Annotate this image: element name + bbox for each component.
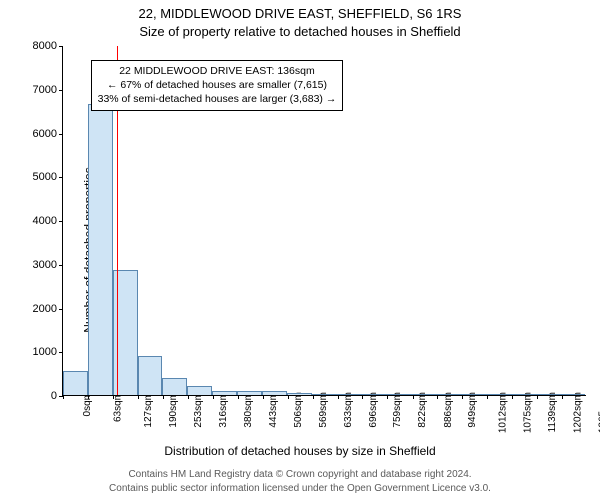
histogram-bar — [436, 394, 461, 395]
footer-line1: Contains HM Land Registry data © Crown c… — [0, 469, 600, 480]
histogram-bar — [187, 386, 212, 395]
x-tick-label: 127sqm — [143, 392, 154, 428]
histogram-bar — [486, 394, 511, 395]
chart-title-line2: Size of property relative to detached ho… — [0, 24, 600, 39]
y-tick-label: 0 — [23, 390, 57, 402]
histogram-chart: 22, MIDDLEWOOD DRIVE EAST, SHEFFIELD, S6… — [0, 0, 600, 500]
x-tick-label: 633sqm — [343, 392, 354, 428]
x-tick-mark — [213, 395, 214, 399]
x-tick-label: 1012sqm — [498, 392, 509, 433]
x-tick-mark — [362, 395, 363, 399]
x-tick-mark — [138, 395, 139, 399]
annotation-box: 22 MIDDLEWOOD DRIVE EAST: 136sqm← 67% of… — [91, 60, 344, 111]
x-tick-label: 190sqm — [168, 392, 179, 428]
x-tick-mark — [288, 395, 289, 399]
plot-area-wrapper: 0100020003000400050006000700080000sqm63s… — [62, 46, 586, 396]
footer-line2: Contains public sector information licen… — [0, 483, 600, 494]
histogram-bar — [88, 104, 113, 395]
x-tick-label: 380sqm — [243, 392, 254, 428]
y-tick-mark — [59, 221, 63, 222]
x-axis-label: Distribution of detached houses by size … — [0, 444, 600, 458]
y-tick-label: 2000 — [23, 303, 57, 315]
histogram-bar — [212, 391, 237, 395]
y-tick-label: 4000 — [23, 215, 57, 227]
x-tick-mark — [238, 395, 239, 399]
x-tick-label: 506sqm — [293, 392, 304, 428]
y-tick-mark — [59, 177, 63, 178]
x-tick-mark — [113, 395, 114, 399]
x-tick-label: 949sqm — [468, 392, 479, 428]
x-tick-label: 696sqm — [368, 392, 379, 428]
histogram-bar — [312, 394, 337, 395]
x-tick-label: 822sqm — [417, 392, 428, 428]
x-tick-label: 1139sqm — [547, 392, 558, 432]
y-tick-mark — [59, 134, 63, 135]
y-tick-label: 3000 — [23, 259, 57, 271]
x-tick-mark — [437, 395, 438, 399]
y-tick-label: 5000 — [23, 171, 57, 183]
x-tick-mark — [263, 395, 264, 399]
annotation-line3: 33% of semi-detached houses are larger (… — [98, 92, 337, 106]
x-tick-mark — [63, 395, 64, 399]
annotation-line2: ← 67% of detached houses are smaller (7,… — [98, 78, 337, 92]
y-tick-label: 1000 — [23, 346, 57, 358]
histogram-bar — [535, 394, 560, 395]
histogram-bar — [386, 394, 411, 395]
x-tick-label: 759sqm — [393, 392, 404, 428]
y-tick-label: 7000 — [23, 84, 57, 96]
histogram-bar — [262, 391, 287, 395]
x-tick-mark — [338, 395, 339, 399]
y-tick-label: 8000 — [23, 40, 57, 52]
y-tick-label: 6000 — [23, 128, 57, 140]
x-tick-mark — [413, 395, 414, 399]
histogram-bar — [461, 394, 486, 395]
y-tick-mark — [59, 265, 63, 266]
x-tick-label: 443sqm — [268, 392, 279, 428]
histogram-bar — [560, 394, 585, 395]
x-tick-mark — [88, 395, 89, 399]
x-tick-label: 1202sqm — [573, 392, 584, 433]
histogram-bar — [287, 393, 312, 395]
x-tick-mark — [188, 395, 189, 399]
chart-title-line1: 22, MIDDLEWOOD DRIVE EAST, SHEFFIELD, S6… — [0, 6, 600, 21]
histogram-bar — [63, 371, 88, 395]
x-tick-mark — [512, 395, 513, 399]
x-tick-label: 316sqm — [218, 392, 229, 428]
x-tick-mark — [462, 395, 463, 399]
x-tick-mark — [387, 395, 388, 399]
histogram-bar — [237, 391, 262, 395]
x-tick-label: 886sqm — [443, 392, 454, 428]
histogram-bar — [336, 394, 361, 395]
x-tick-mark — [537, 395, 538, 399]
histogram-bar — [510, 394, 535, 395]
x-tick-label: 1075sqm — [523, 392, 534, 433]
y-tick-mark — [59, 90, 63, 91]
x-tick-mark — [562, 395, 563, 399]
histogram-bar — [138, 356, 163, 395]
x-tick-mark — [313, 395, 314, 399]
x-tick-mark — [163, 395, 164, 399]
histogram-bar — [162, 378, 187, 396]
annotation-line1: 22 MIDDLEWOOD DRIVE EAST: 136sqm — [98, 64, 337, 78]
plot-area: 0100020003000400050006000700080000sqm63s… — [62, 46, 586, 396]
y-tick-mark — [59, 309, 63, 310]
x-tick-label: 569sqm — [318, 392, 329, 428]
y-tick-mark — [59, 352, 63, 353]
histogram-bar — [361, 394, 386, 395]
x-tick-label: 253sqm — [193, 392, 204, 428]
histogram-bar — [411, 394, 436, 395]
x-tick-mark — [487, 395, 488, 399]
y-tick-mark — [59, 46, 63, 47]
